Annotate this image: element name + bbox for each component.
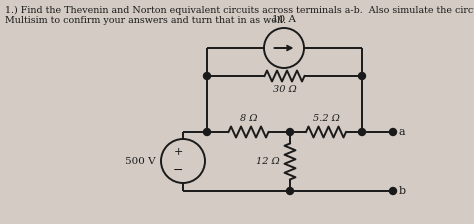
Circle shape	[358, 73, 365, 80]
Circle shape	[203, 129, 210, 136]
Text: b: b	[399, 186, 406, 196]
Text: 10 A: 10 A	[272, 15, 296, 24]
Circle shape	[390, 187, 396, 194]
Text: 30 Ω: 30 Ω	[273, 85, 296, 94]
Text: +: +	[173, 147, 182, 157]
Circle shape	[390, 129, 396, 136]
Circle shape	[203, 73, 210, 80]
Text: 12 Ω: 12 Ω	[256, 157, 280, 166]
Text: 500 V: 500 V	[126, 157, 156, 166]
Text: Multisim to confirm your answers and turn that in as well.: Multisim to confirm your answers and tur…	[5, 16, 286, 25]
Text: 5.2 Ω: 5.2 Ω	[312, 114, 339, 123]
Text: 1.) Find the Thevenin and Norton equivalent circuits across terminals a-b.  Also: 1.) Find the Thevenin and Norton equival…	[5, 6, 474, 15]
Text: a: a	[399, 127, 406, 137]
Text: −: −	[173, 164, 183, 177]
Circle shape	[358, 129, 365, 136]
Circle shape	[286, 129, 293, 136]
Circle shape	[286, 187, 293, 194]
Text: 8 Ω: 8 Ω	[240, 114, 257, 123]
